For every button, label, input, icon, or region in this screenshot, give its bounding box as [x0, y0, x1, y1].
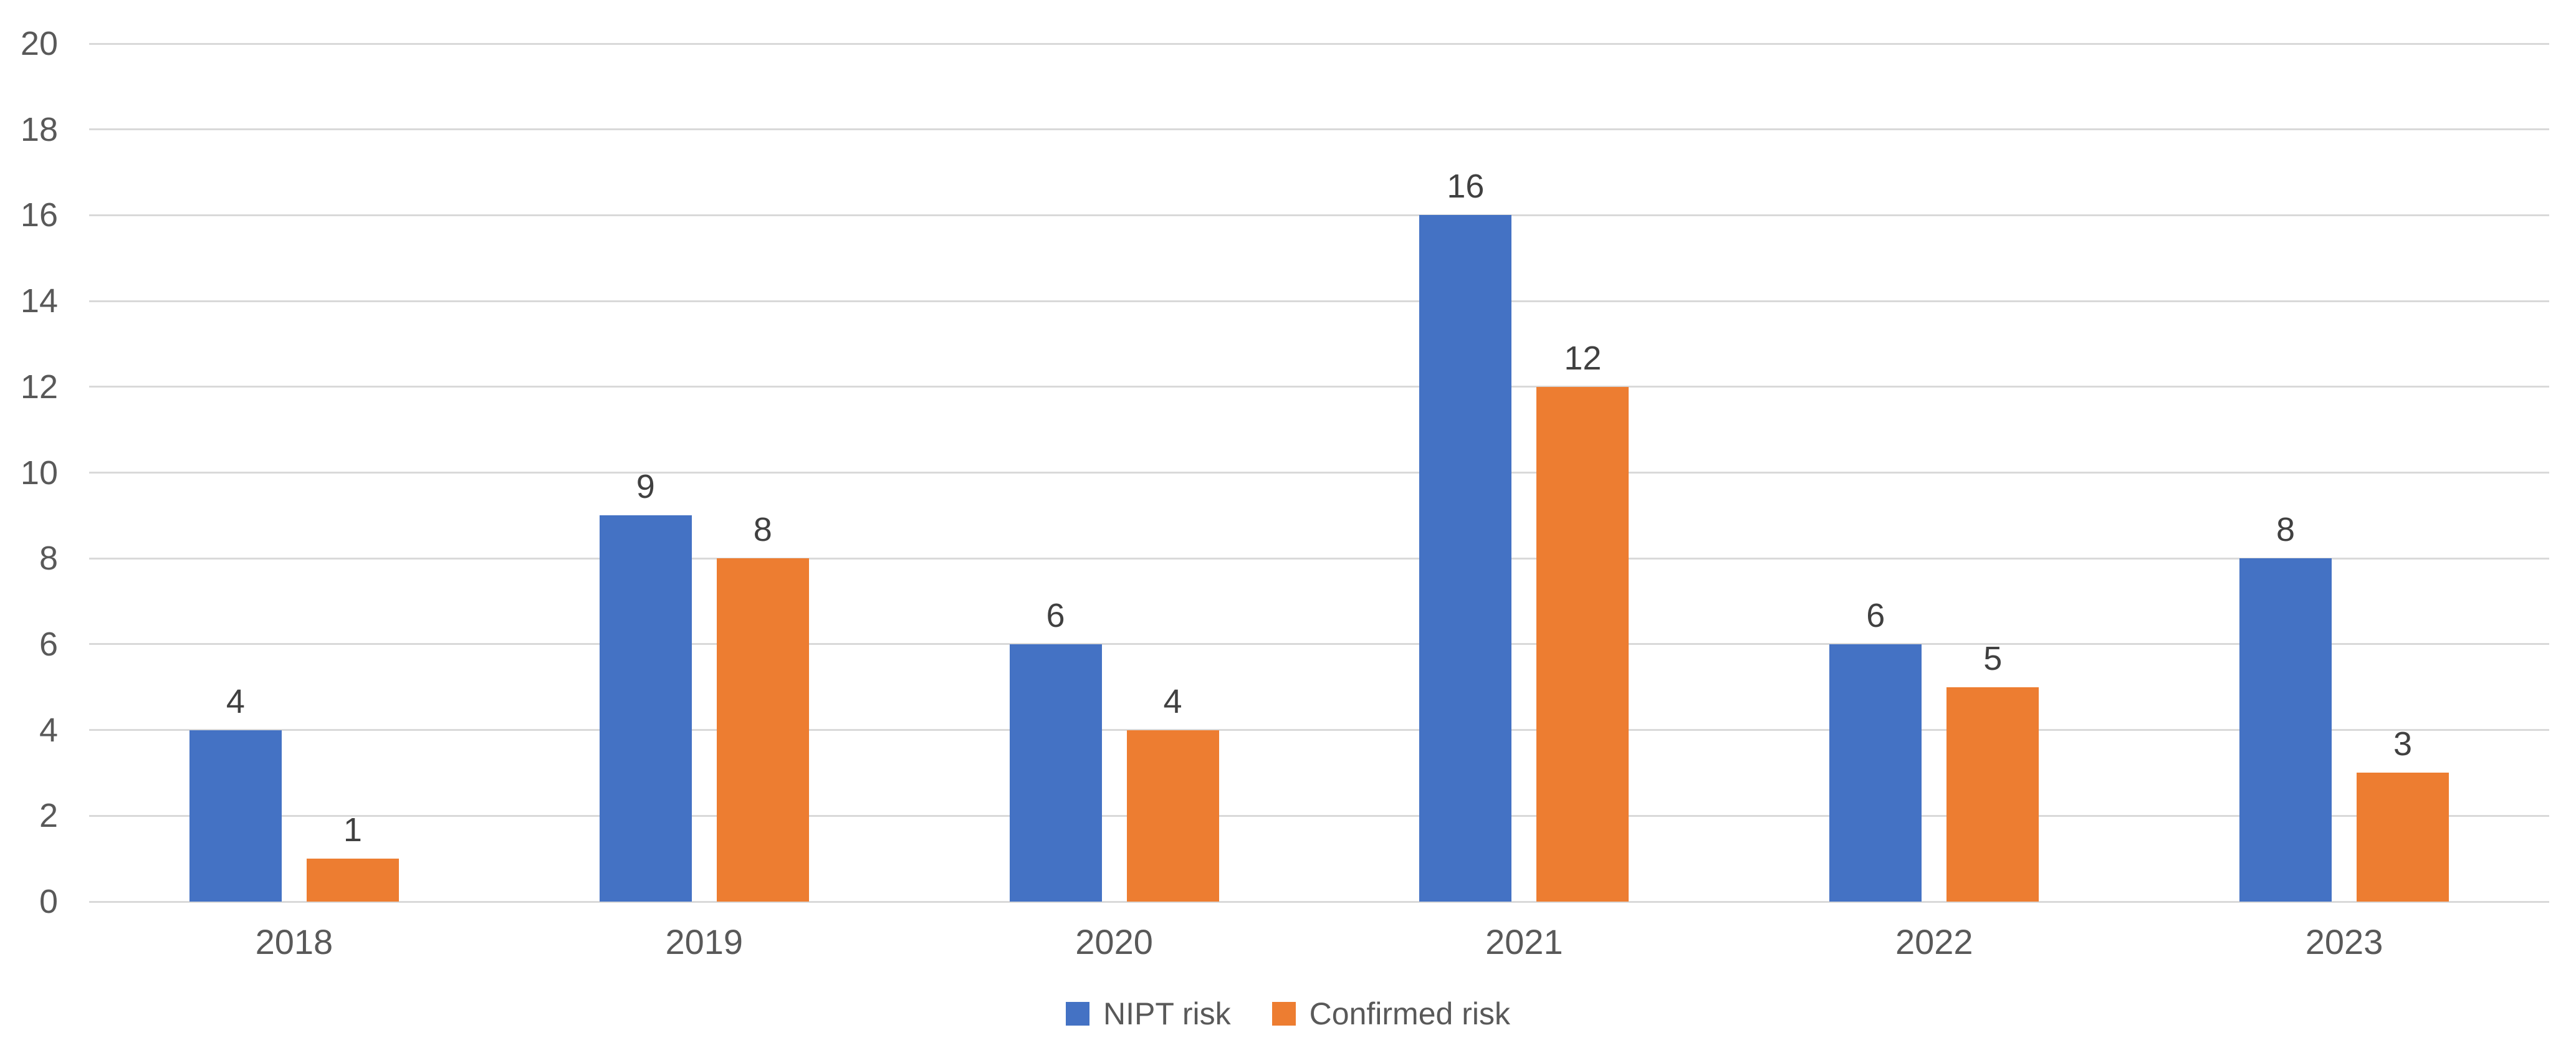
legend-swatch-icon [1271, 1002, 1296, 1026]
bar-2018-Confirmed risk [306, 859, 399, 902]
y-tick-label-20: 20 [20, 25, 58, 62]
data-label-2023-Confirmed risk: 3 [2393, 725, 2413, 763]
bar-wrap-2020-Confirmed risk: 4 [1126, 682, 1219, 902]
data-label-2019-NIPT risk: 9 [636, 468, 655, 506]
bar-2023-Confirmed risk [2357, 773, 2449, 902]
bar-2022-Confirmed risk [1946, 687, 2039, 902]
y-tick-label-8: 8 [39, 540, 58, 578]
bar-group-2021: 16 12 [1319, 44, 1729, 902]
legend-swatch-icon [1066, 1002, 1090, 1026]
legend-item-Confirmed risk: Confirmed risk [1271, 996, 1510, 1032]
gridline-y-6 [89, 643, 2549, 646]
y-tick-label-16: 16 [20, 196, 58, 234]
data-label-2022-Confirmed risk: 5 [1983, 639, 2003, 677]
gridline-y-4 [89, 729, 2549, 732]
x-tick-label-2018: 2018 [255, 922, 333, 961]
legend-label: Confirmed risk [1309, 996, 1510, 1031]
bar-groups: 4 1 9 8 6 4 16 12 6 5 8 3 [89, 44, 2549, 902]
y-tick-label-4: 4 [39, 711, 58, 749]
y-tick-label-2: 2 [39, 797, 58, 835]
x-tick-label-2019: 2019 [665, 922, 744, 961]
legend-label: NIPT risk [1103, 996, 1231, 1031]
gridline-y-16 [89, 214, 2549, 216]
data-label-2022-NIPT risk: 6 [1866, 596, 1885, 634]
bar-2020-NIPT risk [1009, 644, 1102, 902]
gridline-y-12 [89, 386, 2549, 388]
bar-2021-NIPT risk [1419, 215, 1512, 902]
gridline-y-8 [89, 557, 2549, 560]
data-label-2018-Confirmed risk: 1 [343, 811, 362, 849]
y-tick-label-10: 10 [20, 454, 58, 492]
bar-wrap-2020-NIPT risk: 6 [1009, 596, 1102, 902]
bar-wrap-2018-NIPT risk: 4 [189, 683, 282, 902]
x-tick-label-2022: 2022 [1895, 922, 1973, 961]
x-axis-tick-labels: 2018 2019 2020 2021 2022 2023 [89, 923, 2549, 961]
bar-wrap-2021-NIPT risk: 16 [1419, 168, 1512, 902]
x-tick-label-2023: 2023 [2305, 922, 2383, 961]
bar-2018-NIPT risk [189, 730, 282, 902]
bar-wrap-2022-Confirmed risk: 5 [1946, 640, 2039, 902]
gridline-y-14 [89, 300, 2549, 302]
bar-2019-NIPT risk [599, 515, 692, 902]
bar-wrap-2023-NIPT risk: 8 [2239, 511, 2332, 902]
y-tick-label-6: 6 [39, 625, 58, 663]
data-label-2023-NIPT risk: 8 [2276, 511, 2296, 549]
y-tick-label-12: 12 [20, 368, 58, 406]
gridline-y-18 [89, 128, 2549, 131]
gridline-y-10 [89, 472, 2549, 474]
bar-wrap-2023-Confirmed risk: 3 [2357, 725, 2449, 902]
x-tick-label-2021: 2021 [1485, 922, 1563, 961]
bar-wrap-2022-NIPT risk: 6 [1829, 597, 1922, 902]
bar-wrap-2019-Confirmed risk: 8 [716, 511, 809, 902]
bar-wrap-2019-NIPT risk: 9 [599, 468, 692, 902]
bar-wrap-2018-Confirmed risk: 1 [306, 811, 399, 902]
data-label-2021-NIPT risk: 16 [1447, 168, 1485, 206]
gridline-y-2 [89, 814, 2549, 817]
legend-item-NIPT risk: NIPT risk [1066, 996, 1231, 1032]
gridline-y-20 [89, 42, 2549, 45]
bar-2023-NIPT risk [2239, 558, 2332, 902]
y-tick-label-0: 0 [39, 883, 58, 920]
x-tick-label-2020: 2020 [1075, 922, 1153, 961]
gridline-y-0 [89, 900, 2549, 903]
bar-2022-NIPT risk [1829, 644, 1922, 902]
bar-wrap-2021-Confirmed risk: 12 [1536, 340, 1629, 902]
data-label-2018-NIPT risk: 4 [226, 682, 245, 720]
bar-2020-Confirmed risk [1126, 730, 1219, 902]
y-tick-label-14: 14 [20, 282, 58, 320]
chart-legend: NIPT risk Confirmed risk [0, 996, 2576, 1032]
data-label-2020-NIPT risk: 6 [1046, 596, 1065, 634]
y-tick-label-18: 18 [20, 110, 58, 148]
plot-area: 0 2 4 6 8 10 12 14 16 18 20 4 1 9 8 6 4 16 12 6 5 8 3 2018 201… [21, 25, 2549, 961]
data-label-2020-Confirmed risk: 4 [1163, 682, 1182, 720]
bar-2019-Confirmed risk [716, 558, 809, 902]
data-label-2019-Confirmed risk: 8 [753, 511, 772, 549]
bar-2021-Confirmed risk [1536, 386, 1629, 902]
data-label-2021-Confirmed risk: 12 [1564, 339, 1602, 377]
